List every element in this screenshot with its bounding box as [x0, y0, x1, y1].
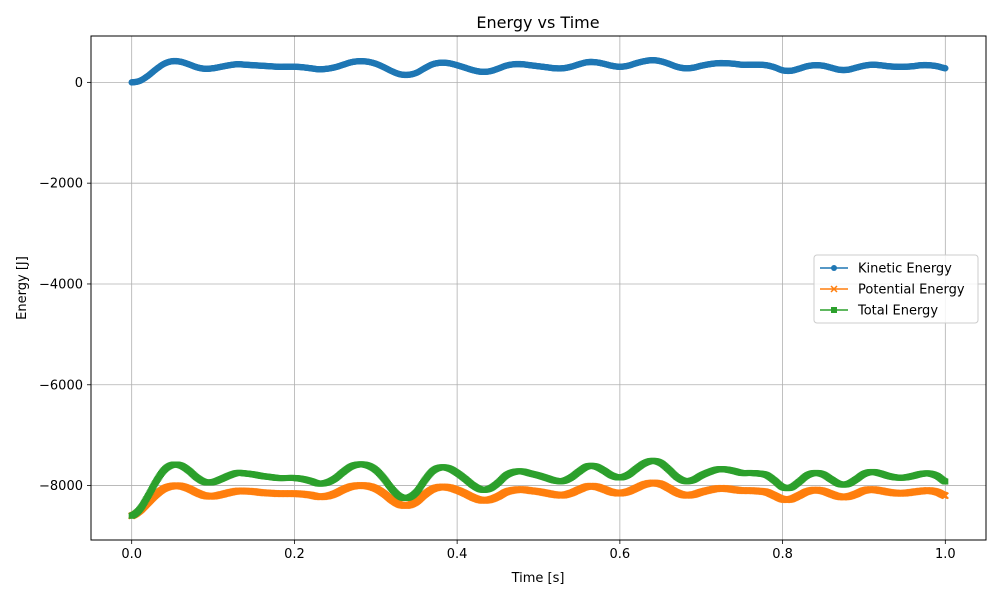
x-tick-label: 0.2	[284, 547, 305, 562]
data-point	[941, 492, 949, 500]
x-tick-label: 0.0	[121, 547, 142, 562]
legend-marker	[831, 265, 837, 271]
legend-label: Potential Energy	[858, 283, 965, 298]
x-tick-label: 0.4	[447, 547, 468, 562]
x-axis-ticks: 0.0 0.2 0.4 0.6 0.8 1.0	[121, 540, 956, 562]
plot-frame	[90, 35, 987, 541]
data-point	[942, 478, 949, 485]
legend-marker	[830, 285, 838, 293]
legend-box	[813, 254, 979, 324]
legend-entry: Total Energy	[820, 304, 938, 319]
y-tick-label: 0	[75, 76, 83, 91]
series-potential-energy	[128, 479, 949, 520]
series-kinetic-energy	[128, 56, 949, 86]
x-tick-label: 0.8	[772, 547, 793, 562]
legend-entry: Kinetic Energy	[820, 262, 952, 277]
y-axis-ticks: 0 −2000 −4000 −6000 −8000	[39, 76, 91, 494]
legend-marker	[831, 307, 837, 313]
chart-title: Energy vs Time	[476, 13, 599, 32]
y-tick-label: −2000	[39, 177, 83, 192]
x-axis-label: Time [s]	[511, 571, 565, 586]
x-tick-label: 1.0	[935, 547, 956, 562]
legend-entry: Potential Energy	[820, 283, 965, 298]
y-tick-label: −6000	[39, 378, 83, 393]
y-tick-label: −4000	[39, 277, 83, 292]
legend-label: Total Energy	[857, 304, 938, 319]
legend: Kinetic Energy Potential Energy Total Ener…	[813, 254, 979, 324]
x-tick-label: 0.6	[610, 547, 631, 562]
series-layer	[128, 56, 949, 520]
y-axis-label: Energy [J]	[15, 256, 30, 320]
legend-label: Kinetic Energy	[858, 262, 952, 277]
data-point	[942, 65, 949, 72]
series-total-energy	[128, 457, 949, 519]
y-tick-label: −8000	[39, 479, 83, 494]
